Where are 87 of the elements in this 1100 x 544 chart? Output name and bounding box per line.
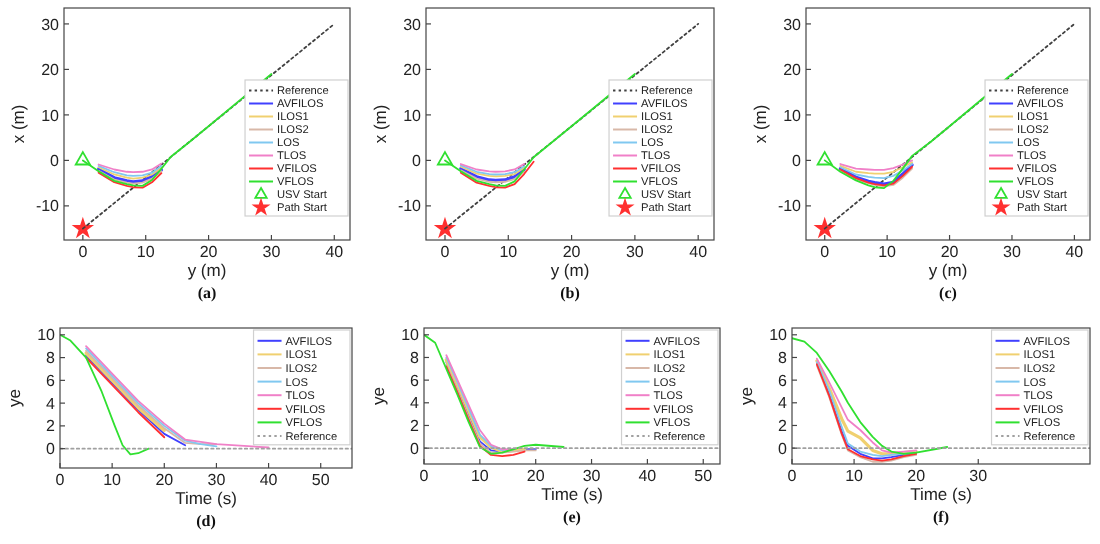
y-tick-label: 0 <box>792 151 803 170</box>
x-tick-label: 20 <box>199 243 219 261</box>
x-tick-label: 30 <box>969 467 989 485</box>
y-axis-title: ye <box>736 386 756 405</box>
x-tick-label: 10 <box>470 467 490 485</box>
y-tick-label: 10 <box>783 106 803 125</box>
line-series <box>839 163 914 180</box>
y-tick-label: 2 <box>410 417 421 436</box>
text: (c) <box>939 284 958 302</box>
y-tick-label: 0 <box>778 439 789 458</box>
x-tick-label: 30 <box>207 471 227 489</box>
x-tick-label: 30 <box>262 243 282 261</box>
y-tick-label: 6 <box>46 371 57 390</box>
y-tick-label: 6 <box>778 371 789 390</box>
line-series <box>424 333 565 455</box>
y-tick-label: -10 <box>35 197 61 216</box>
x-tick-label: 10 <box>103 471 123 489</box>
x-tick-label: 10 <box>136 243 156 261</box>
x-tick-label: 10 <box>499 243 519 261</box>
x-axis-title: Time (s) <box>175 488 238 508</box>
y-tick-label: 0 <box>50 151 61 170</box>
x-tick-label: 40 <box>325 243 345 261</box>
x-tick-label: 40 <box>259 471 279 489</box>
y-tick-label: 4 <box>46 394 57 413</box>
x-tick-label: 0 <box>78 243 89 261</box>
x-tick-label: 30 <box>1003 243 1022 261</box>
x-tick-label: 30 <box>625 243 645 261</box>
x-axis-title: y (m) <box>550 260 590 280</box>
x-tick-label: 20 <box>907 467 927 485</box>
y-tick-label: 30 <box>783 15 803 34</box>
y-axis-title: x (m) <box>8 104 28 144</box>
y-tick-label: 6 <box>410 371 421 390</box>
y-tick-label: -10 <box>777 197 803 216</box>
y-tick-label: 10 <box>769 326 789 345</box>
x-tick-label: 20 <box>155 471 175 489</box>
y-tick-label: 10 <box>41 106 61 125</box>
x-tick-label: 20 <box>562 243 582 261</box>
y-tick-label: 8 <box>410 349 421 368</box>
y-tick-label: 30 <box>403 15 423 34</box>
y-tick-label: 30 <box>41 15 61 34</box>
x-axis-title: y (m) <box>187 260 227 280</box>
text: (e) <box>563 508 582 526</box>
x-tick-label: 0 <box>440 243 451 261</box>
y-axis-title: ye <box>4 388 24 407</box>
y-axis-title: x (m) <box>370 104 390 144</box>
line-series <box>459 160 535 189</box>
x-tick-label: 50 <box>311 471 331 489</box>
y-tick-label: 10 <box>401 326 421 345</box>
y-tick-label: -10 <box>397 197 423 216</box>
y-tick-label: 2 <box>46 417 57 436</box>
y-tick-label: 0 <box>412 151 423 170</box>
y-tick-label: 20 <box>403 61 423 80</box>
y-tick-label: 4 <box>410 394 421 413</box>
x-tick-label: 40 <box>1065 243 1085 261</box>
y-tick-label: 10 <box>403 106 423 125</box>
x-tick-label: 0 <box>820 243 831 261</box>
text: (a) <box>197 284 217 302</box>
line-series <box>85 354 187 447</box>
x-tick-label: 30 <box>582 467 602 485</box>
line-series <box>97 171 163 189</box>
x-tick-label: 10 <box>878 243 898 261</box>
y-tick-label: 20 <box>783 61 803 80</box>
x-tick-label: 40 <box>638 467 658 485</box>
y-tick-label: 20 <box>41 61 61 80</box>
y-tick-label: 10 <box>37 326 57 345</box>
x-tick-label: 20 <box>940 243 960 261</box>
x-tick-label: 50 <box>694 467 714 485</box>
y-tick-label: 0 <box>46 440 57 459</box>
y-tick-label: 4 <box>778 394 789 413</box>
y-tick-label: 0 <box>410 439 421 458</box>
text: (f) <box>933 508 950 526</box>
y-axis-title: x (m) <box>750 104 770 144</box>
x-axis-title: Time (s) <box>910 484 973 504</box>
text: (b) <box>560 284 581 302</box>
line-series <box>792 337 949 455</box>
y-axis-title: ye <box>368 386 388 405</box>
line-series <box>60 333 150 456</box>
x-axis-title: y (m) <box>928 260 968 280</box>
x-tick-label: 10 <box>845 467 865 485</box>
x-tick-label: 40 <box>689 243 709 261</box>
y-tick-label: 8 <box>778 349 789 368</box>
x-tick-label: 20 <box>526 467 546 485</box>
y-tick-label: 8 <box>46 349 57 368</box>
x-axis-title: Time (s) <box>541 484 604 504</box>
y-tick-label: 2 <box>778 417 789 436</box>
text: (d) <box>196 512 217 530</box>
line-series <box>85 345 270 449</box>
